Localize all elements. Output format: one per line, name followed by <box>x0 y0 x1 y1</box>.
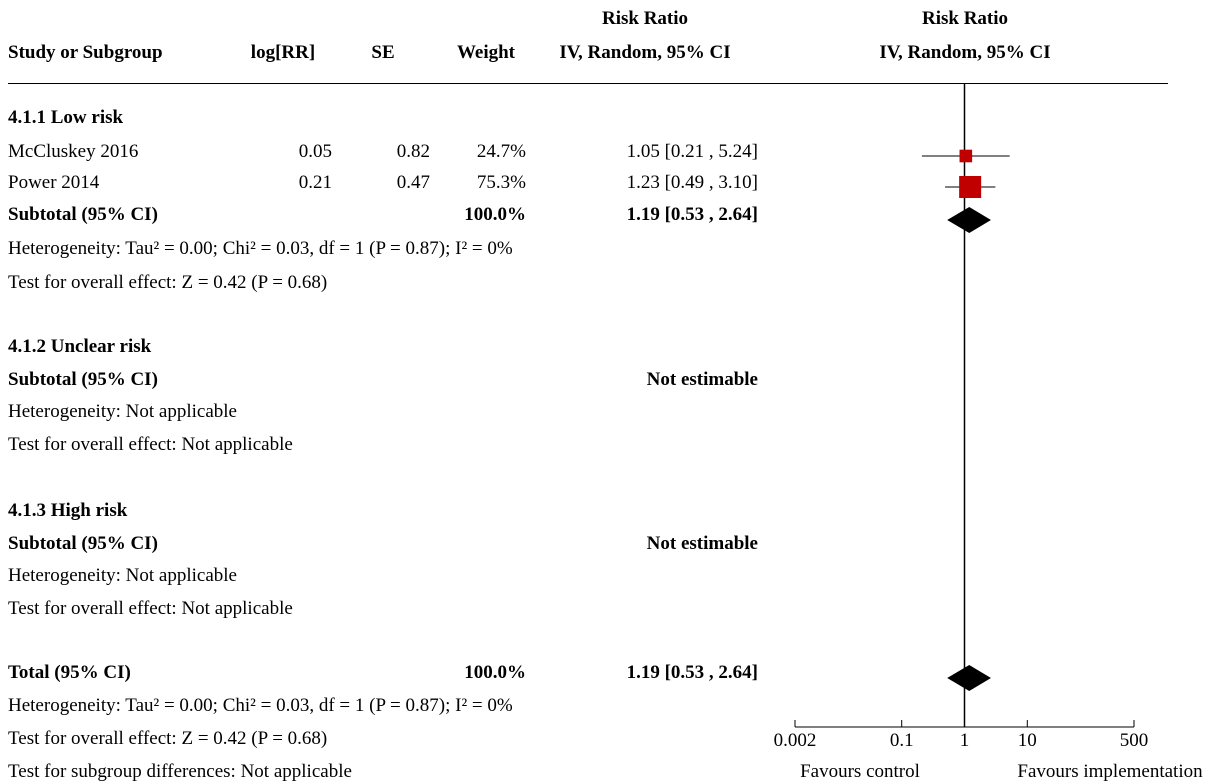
total-heterogeneity-text: Heterogeneity: Tau² = 0.00; Chi² = 0.03,… <box>8 695 513 716</box>
plot-header-method: IV, Random, 95% CI <box>879 42 1051 63</box>
study-name: Power 2014 <box>8 172 100 193</box>
subgroup-differences-text: Test for subgroup differences: Not appli… <box>8 761 352 782</box>
header-log-rr: log[RR] <box>250 42 316 63</box>
x-axis-tick-label: 500 <box>1120 730 1149 751</box>
total-weight: 100.0% <box>464 662 526 683</box>
study-log-rr: 0.05 <box>298 141 332 162</box>
heterogeneity-text: Heterogeneity: Tau² = 0.00; Chi² = 0.03,… <box>8 238 513 259</box>
subtotal-weight: 100.0% <box>464 204 526 225</box>
study-weight: 75.3% <box>476 172 526 193</box>
header-se: SE <box>371 42 395 63</box>
study-log-rr: 0.21 <box>298 172 332 193</box>
overall-effect-text: Test for overall effect: Z = 0.42 (P = 0… <box>8 272 328 293</box>
overall-effect-text: Test for overall effect: Not applicable <box>8 598 293 619</box>
total-ci-text: 1.19 [0.53 , 2.64] <box>626 662 758 683</box>
pooled-effect-diamond <box>947 665 991 691</box>
study-effect-square <box>959 176 982 198</box>
subtotal-label: Subtotal (95% CI) <box>8 369 158 390</box>
overall-effect-text: Test for overall effect: Not applicable <box>8 434 293 455</box>
subtotal-ci-text: 1.19 [0.53 , 2.64] <box>626 204 758 225</box>
header-rule <box>8 83 1168 84</box>
header-rr-title: Risk Ratio <box>601 8 689 29</box>
subtotal-label: Subtotal (95% CI) <box>8 204 158 225</box>
subgroup-title: 4.1.2 Unclear risk <box>8 336 152 357</box>
study-se: 0.47 <box>396 172 430 193</box>
study-ci-text: 1.23 [0.49 , 3.10] <box>626 172 758 193</box>
subtotal-label: Subtotal (95% CI) <box>8 533 158 554</box>
x-axis-tick-label: 10 <box>1018 730 1037 751</box>
subgroup-title: 4.1.1 Low risk <box>8 107 124 128</box>
pooled-effect-diamond <box>947 207 991 233</box>
x-axis-tick-label: 0.1 <box>890 730 914 751</box>
heterogeneity-text: Heterogeneity: Not applicable <box>8 565 237 586</box>
favours-right-label: Favours implementation <box>1017 761 1203 782</box>
x-axis-tick-label: 1 <box>960 730 970 751</box>
header-weight: Weight <box>456 42 515 63</box>
study-name: McCluskey 2016 <box>8 141 139 162</box>
subgroup-title: 4.1.3 High risk <box>8 500 128 521</box>
x-axis-tick-label: 0.002 <box>774 730 817 751</box>
study-ci-text: 1.05 [0.21 , 5.24] <box>626 141 758 162</box>
header-study: Study or Subgroup <box>8 42 163 63</box>
plot-header-title: Risk Ratio <box>921 8 1009 29</box>
total-label: Total (95% CI) <box>8 662 131 683</box>
study-se: 0.82 <box>396 141 430 162</box>
subtotal-ci-text: Not estimable <box>646 533 758 554</box>
heterogeneity-text: Heterogeneity: Not applicable <box>8 401 237 422</box>
total-overall-effect-text: Test for overall effect: Z = 0.42 (P = 0… <box>8 728 328 749</box>
subtotal-ci-text: Not estimable <box>646 369 758 390</box>
study-effect-square <box>959 149 973 163</box>
study-weight: 24.7% <box>476 141 526 162</box>
favours-left-label: Favours control <box>800 761 920 782</box>
header-rr-method: IV, Random, 95% CI <box>559 42 731 63</box>
